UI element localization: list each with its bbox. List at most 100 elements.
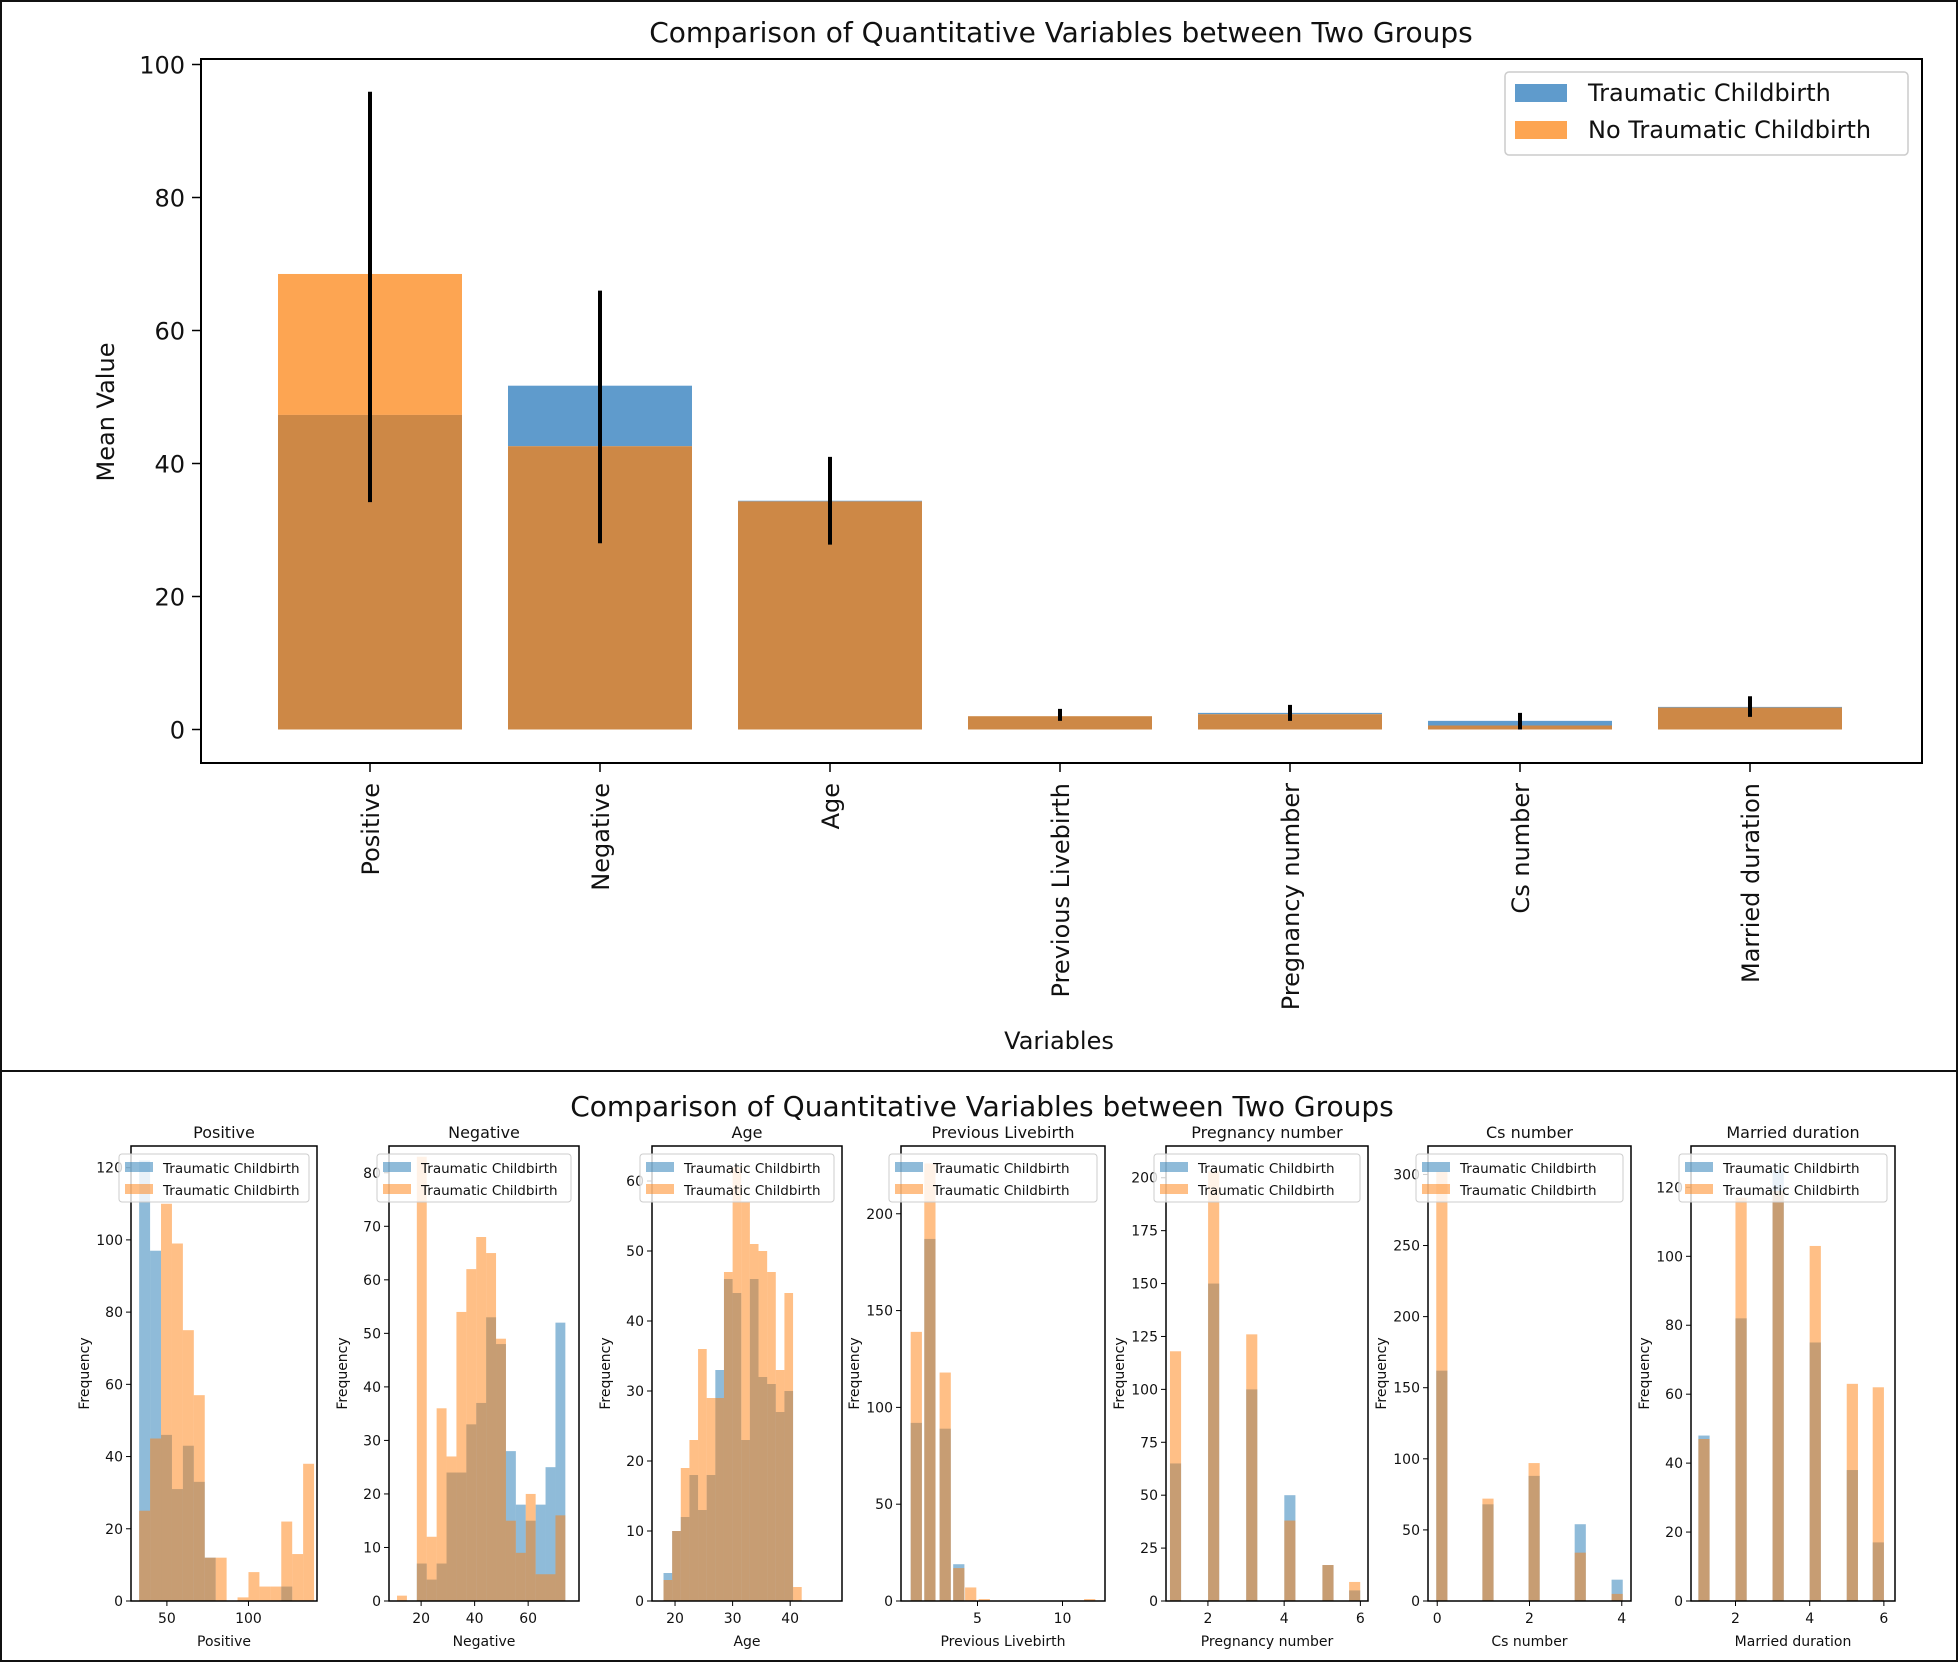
subplot-x-label: Age [733,1634,760,1650]
y-tick-label: 70 [363,1219,381,1235]
hist-bar-traumatic-2 [555,1515,566,1601]
main-chart-title: Comparison of Quantitative Variables bet… [649,16,1473,49]
hist-bar-traumatic-2 [416,1156,427,1601]
legend-swatch-traumatic-2 [646,1184,674,1194]
y-tick-label: 50 [363,1326,381,1342]
hist-bar-traumatic-2 [924,1163,936,1601]
hist-bar-traumatic-2 [397,1595,407,1601]
hist-bar-traumatic-2 [1349,1581,1361,1601]
hist-bar-traumatic-2 [784,1293,794,1601]
x-tick-label: 4 [1805,1611,1814,1627]
hist-bar-traumatic-2 [732,1167,742,1601]
hist-bar-traumatic-2 [525,1493,536,1601]
hist-bar-traumatic-2 [689,1440,699,1601]
hist-bar-traumatic-2 [758,1251,768,1601]
hist-bar-traumatic-2 [1698,1438,1710,1601]
y-tick-label: 300 [1393,1167,1420,1183]
hist-bar-traumatic-2 [270,1586,282,1601]
y-tick-label: 60 [105,1377,123,1393]
y-tick-label: 0 [884,1594,893,1610]
y-tick-label: 60 [363,1273,381,1289]
hist-bar-traumatic-2 [248,1572,260,1601]
hist-bar-traumatic-2 [436,1408,447,1601]
y-tick-label: 150 [1131,1277,1158,1293]
hist-bar-traumatic-2 [715,1398,724,1601]
y-tick-label: 20 [363,1487,381,1503]
legend: Traumatic Childbirth No Traumatic Childb… [1504,71,1909,156]
y-axis-ticks: 0 20 40 60 80 100 [139,52,201,745]
hist-bar-traumatic-2 [1482,1498,1494,1601]
legend-label-traumatic: Traumatic Childbirth [1587,79,1831,107]
y-tick-label: 100 [1131,1382,1158,1398]
x-tick-label: Negative [587,783,615,891]
y-tick-label: 20 [105,1522,123,1538]
subplot-legend-box [1153,1153,1361,1203]
y-tick-label: 50 [875,1497,893,1513]
y-tick-label: 40 [626,1314,644,1330]
hist-bar-traumatic-2 [1208,1171,1220,1601]
subplot-frame [388,1145,580,1602]
subplot-x-label: Pregnancy number [1201,1634,1334,1650]
hist-bar-traumatic-2 [139,1510,151,1601]
hist-bar-traumatic-2 [1284,1520,1296,1601]
hist-bar-traumatic [515,1504,526,1601]
y-tick-label: 150 [1393,1381,1420,1397]
hist-bar-traumatic-2 [775,1370,785,1601]
hist-bar-traumatic [150,1250,162,1601]
histogram-negative: Negative Negative Frequency 0 10 20 30 40 50 60 70… [335,1123,580,1650]
y-tick-label: 0 [1674,1594,1683,1610]
y-tick-label: 25 [1140,1541,1158,1557]
x-tick-label: 100 [235,1611,262,1627]
subplot-title: Age [732,1123,763,1142]
x-tick-label: 30 [724,1611,742,1627]
y-tick-label: 100 [96,1233,123,1249]
histogram-married-duration: Married duration Married duration Frequenc… [1637,1123,1896,1650]
subplot-title: Positive [193,1123,255,1142]
x-tick-label: 20 [666,1611,684,1627]
y-tick-label: 0 [1149,1594,1158,1610]
subplot-frame [900,1145,1106,1602]
bar-group [278,273,1842,730]
hist-bar-traumatic-2 [767,1272,776,1601]
hist-bar-traumatic-2 [1322,1565,1334,1601]
hist-bar-traumatic-2 [182,1330,194,1601]
legend-swatch-traumatic [1422,1162,1450,1172]
y-tick-label: 10 [363,1540,381,1556]
hist-bar-traumatic-2 [672,1531,681,1601]
legend-swatch-traumatic [646,1162,674,1172]
x-tick-label: Previous Livebirth [1047,783,1075,997]
y-tick-label: 100 [139,52,185,80]
hist-bar-traumatic-2 [505,1520,516,1601]
legend-label: Traumatic Childbirth [932,1183,1070,1199]
x-tick-label: 5 [973,1611,982,1627]
subplot-legend-box [888,1153,1098,1203]
y-tick-label: 150 [866,1304,893,1320]
subplot-title: Married duration [1726,1123,1859,1142]
y-tick-label: 10 [626,1524,644,1540]
hist-bar-traumatic-2 [545,1574,556,1601]
y-tick-label: 20 [626,1454,644,1470]
hist-bar-traumatic-2 [150,1438,162,1601]
subplot-x-label: Positive [197,1634,251,1650]
hist-bar-traumatic-2 [1574,1552,1586,1601]
legend-label: Traumatic Childbirth [162,1161,300,1177]
subplot-legend-box [1415,1153,1624,1203]
y-tick-label: 50 [1140,1488,1158,1504]
hist-bar-traumatic-2 [1246,1334,1258,1601]
hist-bar-traumatic-2 [749,1244,759,1601]
subplot-legend-box [376,1153,572,1203]
y-tick-label: 100 [866,1400,893,1416]
subplot-y-label: Frequency [335,1337,351,1409]
y-tick-label: 250 [1393,1239,1420,1255]
y-tick-label: 0 [170,717,185,745]
x-tick-label: 20 [412,1611,430,1627]
hist-bar-traumatic-2 [663,1580,673,1601]
y-tick-label: 100 [1393,1452,1420,1468]
x-axis-label: Variables [1004,1027,1114,1055]
subplot-title: Negative [448,1123,520,1142]
legend-label: Traumatic Childbirth [683,1183,821,1199]
legend-swatch-traumatic-2 [1160,1184,1188,1194]
y-tick-label: 40 [363,1380,381,1396]
x-tick-label: Pregnancy number [1277,783,1305,1010]
subplot-legend-box [639,1153,835,1203]
